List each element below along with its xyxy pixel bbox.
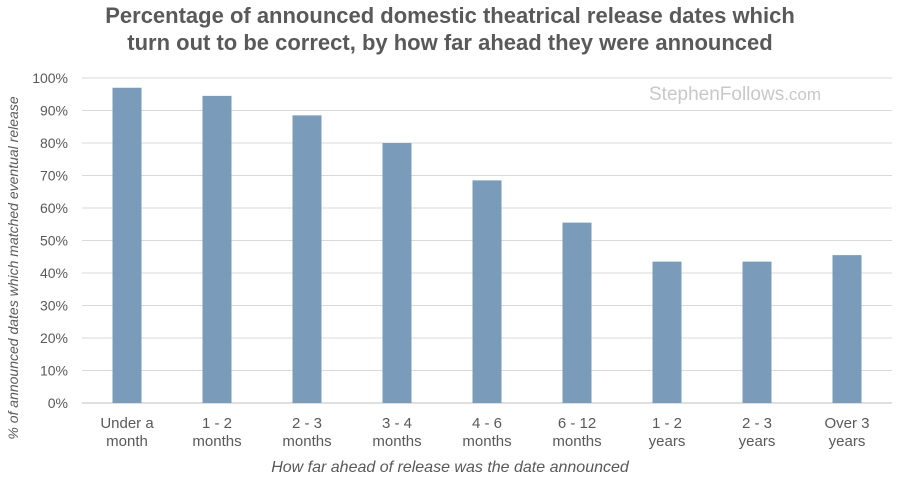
x-tick-label: Under a: [100, 415, 154, 432]
watermark-name: StephenFollows: [649, 84, 785, 105]
y-tick-label: 10%: [40, 363, 68, 379]
x-tick-label: 1 - 2: [652, 415, 682, 432]
x-tick-label: years: [739, 433, 776, 450]
y-tick-label: 70%: [40, 168, 68, 184]
bar: [832, 255, 862, 403]
x-tick-label: month: [106, 433, 148, 450]
x-tick-label: 2 - 3: [742, 415, 772, 432]
bar: [652, 261, 682, 403]
x-tick-label: Over 3: [824, 415, 869, 432]
x-tick-label: months: [372, 433, 421, 450]
y-tick-label: 40%: [40, 265, 68, 281]
x-tick-label: 1 - 2: [202, 415, 232, 432]
bar: [382, 143, 412, 403]
bar: [562, 222, 592, 403]
x-tick-label: months: [192, 433, 241, 450]
x-tick-label: months: [552, 433, 601, 450]
bar: [292, 115, 322, 403]
y-tick-label: 80%: [40, 135, 68, 151]
y-tick-label: 60%: [40, 200, 68, 216]
x-tick-label: months: [282, 433, 331, 450]
y-tick-label: 0%: [48, 395, 68, 411]
y-tick-label: 50%: [40, 233, 68, 249]
chart-title-line-1: Percentage of announced domestic theatri…: [105, 3, 795, 28]
x-tick-label: 4 - 6: [472, 415, 502, 432]
bar: [202, 95, 232, 403]
x-tick-label: months: [462, 433, 511, 450]
bar: [112, 87, 142, 403]
y-tick-label: 30%: [40, 298, 68, 314]
bar: [472, 180, 502, 403]
x-tick-label: years: [649, 433, 686, 450]
x-axis-label: How far ahead of release was the date an…: [271, 459, 629, 476]
chart-title-line-2: turn out to be correct, by how far ahead…: [127, 30, 773, 55]
x-tick-label: 6 - 12: [558, 415, 596, 432]
y-tick-label: 90%: [40, 103, 68, 119]
watermark: StephenFollows.com: [649, 84, 821, 106]
y-axis-label: % of announced dates which matched event…: [5, 96, 21, 440]
watermark-domain: .com: [784, 85, 822, 104]
y-tick-label: 20%: [40, 330, 68, 346]
y-tick-label: 100%: [32, 70, 68, 86]
bar: [742, 261, 772, 403]
x-tick-label: 3 - 4: [382, 415, 412, 432]
x-tick-label: 2 - 3: [292, 415, 322, 432]
x-tick-label: years: [829, 433, 866, 450]
